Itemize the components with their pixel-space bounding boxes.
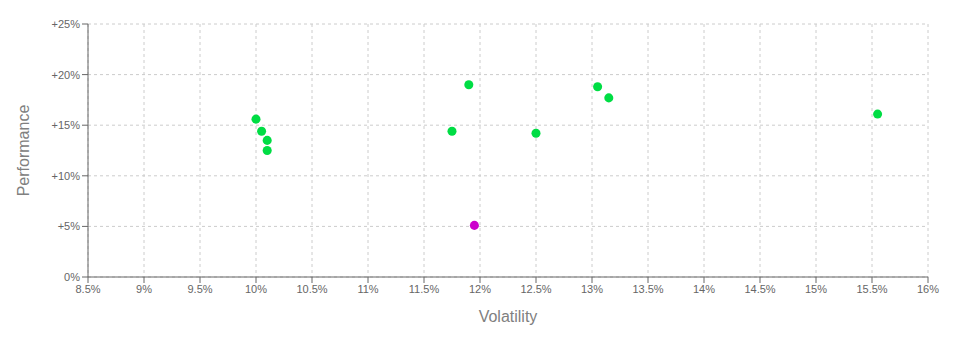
svg-text:8.5%: 8.5% (75, 283, 100, 295)
svg-text:13.5%: 13.5% (632, 283, 663, 295)
svg-text:+25%: +25% (52, 18, 81, 30)
svg-text:15%: 15% (805, 283, 827, 295)
svg-text:14%: 14% (693, 283, 715, 295)
svg-text:Performance: Performance (15, 105, 32, 197)
svg-text:+20%: +20% (52, 69, 81, 81)
svg-text:11%: 11% (357, 283, 378, 295)
svg-text:11.5%: 11.5% (409, 283, 440, 295)
svg-text:+15%: +15% (52, 119, 81, 131)
svg-text:9.5%: 9.5% (187, 283, 212, 295)
svg-text:9%: 9% (136, 283, 152, 295)
svg-text:10.5%: 10.5% (296, 283, 327, 295)
svg-text:14.5%: 14.5% (744, 283, 775, 295)
svg-text:0%: 0% (64, 271, 80, 283)
svg-text:13%: 13% (581, 283, 603, 295)
svg-text:16%: 16% (917, 283, 939, 295)
svg-text:10%: 10% (245, 283, 267, 295)
svg-text:12%: 12% (469, 283, 491, 295)
svg-text:+5%: +5% (58, 220, 81, 232)
svg-text:Volatility: Volatility (479, 308, 538, 325)
svg-text:15.5%: 15.5% (856, 283, 887, 295)
svg-text:12.5%: 12.5% (520, 283, 551, 295)
svg-text:+10%: +10% (52, 170, 81, 182)
